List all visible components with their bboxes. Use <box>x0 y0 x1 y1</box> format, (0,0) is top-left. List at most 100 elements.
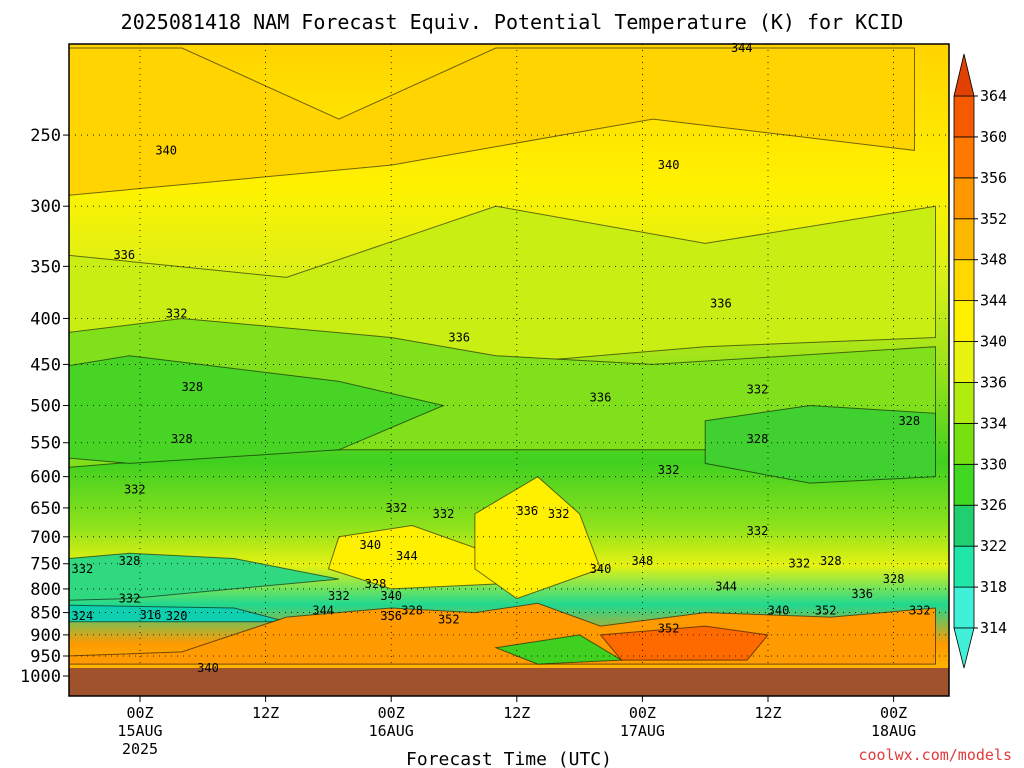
contour-label: 332 <box>72 562 94 576</box>
colorbar-segment <box>953 586 975 629</box>
x-tick-label: 2025 <box>122 740 158 758</box>
y-tick-label: 400 <box>30 309 61 329</box>
colorbar-segment <box>953 136 975 179</box>
y-tick-label: 850 <box>30 604 61 624</box>
contour-label: 332 <box>658 463 680 477</box>
colorbar-label: 360 <box>980 128 1007 146</box>
contour-label: 328 <box>898 414 920 428</box>
y-tick-label: 900 <box>30 626 61 646</box>
y-tick-label: 1000 <box>20 667 61 687</box>
contour-label: 316 <box>140 608 162 622</box>
x-tick-label: 12Z <box>252 704 279 722</box>
colorbar-label: 318 <box>980 578 1007 596</box>
contour-label: 328 <box>181 380 203 394</box>
contour-label: 340 <box>590 562 612 576</box>
contour-label: 352 <box>658 621 680 635</box>
y-tick-label: 750 <box>30 555 61 575</box>
contour-label: 332 <box>166 307 188 321</box>
colorbar-segment <box>953 95 975 138</box>
colorbar-label: 340 <box>980 333 1007 351</box>
y-tick-label: 800 <box>30 580 61 600</box>
contour-label: 336 <box>851 587 873 601</box>
contour-label: 328 <box>119 554 141 568</box>
colorbar-label: 330 <box>980 455 1007 473</box>
colorbar-label: 322 <box>980 537 1007 555</box>
contour-label: 332 <box>328 589 350 603</box>
y-tick-label: 600 <box>30 468 61 488</box>
contour-label: 336 <box>710 297 732 311</box>
contour-label: 328 <box>401 603 423 617</box>
contour-label: 340 <box>658 158 680 172</box>
x-tick-label: 18AUG <box>871 722 916 740</box>
contour-label: 332 <box>124 483 146 497</box>
x-tick-label: 00Z <box>378 704 405 722</box>
chart-title: 2025081418 NAM Forecast Equiv. Potential… <box>121 10 904 34</box>
contour-label: 332 <box>789 557 811 571</box>
contour-label: 336 <box>113 248 135 262</box>
contour-label: 344 <box>715 580 737 594</box>
contour-label: 352 <box>815 603 837 617</box>
contour-label: 344 <box>312 603 334 617</box>
contour-label: 324 <box>72 609 94 623</box>
x-tick-label: 12Z <box>503 704 530 722</box>
contour-label: 340 <box>197 661 219 675</box>
y-tick-label: 650 <box>30 499 61 519</box>
contour-label: 332 <box>747 383 769 397</box>
contour-label: 348 <box>632 554 654 568</box>
y-tick-label: 450 <box>30 355 61 375</box>
contour-label: 328 <box>747 432 769 446</box>
x-tick-label: 16AUG <box>369 722 414 740</box>
y-tick-label: 550 <box>30 434 61 454</box>
colorbar-label: 348 <box>980 251 1007 269</box>
y-tick-label: 300 <box>30 197 61 217</box>
contour-label: 336 <box>590 391 612 405</box>
field-upper-orange <box>69 47 915 196</box>
colorbar-label: 356 <box>980 169 1007 187</box>
pressure-axis: 2503003504004505005506006507007508008509… <box>20 126 69 687</box>
contour-label: 340 <box>380 589 402 603</box>
contour-label: 332 <box>747 524 769 538</box>
contour-label: 328 <box>883 572 905 586</box>
field-low-darkorange <box>599 625 769 661</box>
x-tick-label: 00Z <box>880 704 907 722</box>
x-tick-label: 15AUG <box>117 722 162 740</box>
y-tick-label: 950 <box>30 647 61 667</box>
colorbar-segment <box>953 218 975 261</box>
colorbar-label: 326 <box>980 496 1007 514</box>
plot-frame <box>68 43 950 697</box>
colorbar-segment <box>953 463 975 506</box>
contour-label: 328 <box>171 432 193 446</box>
contour-label: 356 <box>380 609 402 623</box>
field-band-328-left <box>69 355 446 464</box>
colorbar-label: 314 <box>980 619 1007 637</box>
x-tick-label: 00Z <box>126 704 153 722</box>
colorbar-segment <box>953 504 975 547</box>
colorbar-bottom-arrow <box>953 627 975 669</box>
contour-label: 328 <box>365 577 387 591</box>
contour-label: 332 <box>119 592 141 606</box>
colorbar-segment <box>953 341 975 383</box>
credit-text: coolwx.com/models <box>858 746 1012 764</box>
y-tick-label: 250 <box>30 126 61 146</box>
y-tick-label: 700 <box>30 528 61 548</box>
x-tick-label: 00Z <box>629 704 656 722</box>
x-tick-label: 17AUG <box>620 722 665 740</box>
colorbar: 314 318 322 326 330 334 336 340 344 348 352 356 360 3… <box>953 53 1007 669</box>
ground-strip <box>69 668 949 696</box>
contour-label: 344 <box>731 41 753 55</box>
contour-label: 352 <box>438 612 460 626</box>
contour-label: 336 <box>516 504 538 518</box>
colorbar-segment <box>953 177 975 220</box>
plot-area <box>69 44 949 696</box>
field-low-green <box>493 634 624 665</box>
contour-label: 320 <box>166 609 188 623</box>
contour-label: 332 <box>909 603 931 617</box>
contour-label: 332 <box>548 507 570 521</box>
colorbar-label: 336 <box>980 373 1007 391</box>
colorbar-label: 364 <box>980 87 1007 105</box>
y-tick-label: 500 <box>30 397 61 417</box>
colorbar-segment <box>953 422 975 465</box>
colorbar-segment <box>953 259 975 302</box>
